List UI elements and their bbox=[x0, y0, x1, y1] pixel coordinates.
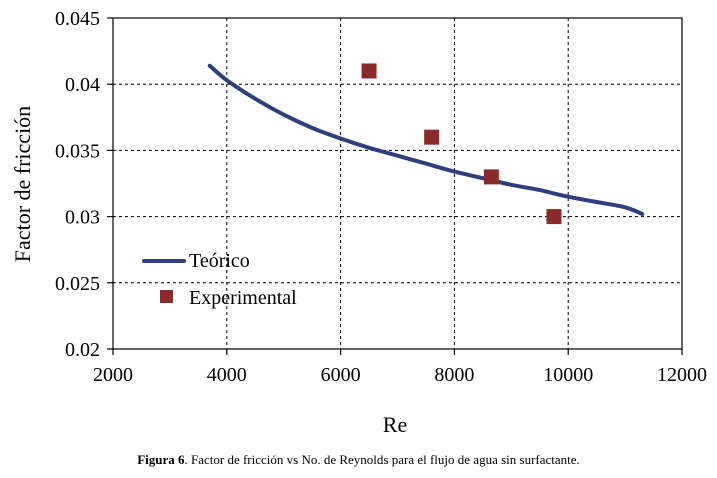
legend-label-teorico: Teórico bbox=[189, 250, 250, 272]
x-tick-label: 2000 bbox=[93, 364, 133, 386]
legend-label-experimental: Experimental bbox=[189, 287, 297, 309]
caption-label: Figura 6 bbox=[137, 452, 185, 467]
y-axis-ticks: 0.02 0.025 0.03 0.035 0.04 0.045 bbox=[55, 8, 113, 361]
x-tick-label: 6000 bbox=[321, 364, 361, 386]
x-tick-label: 12000 bbox=[657, 364, 707, 386]
y-tick-label: 0.03 bbox=[65, 207, 100, 229]
figure-caption: Figura 6. Factor de fricción vs No. de R… bbox=[0, 452, 717, 468]
grid bbox=[113, 18, 682, 349]
legend-square-marker bbox=[160, 290, 173, 303]
y-tick-label: 0.045 bbox=[55, 8, 100, 30]
x-tick-label: 4000 bbox=[207, 364, 247, 386]
series-line-teorico bbox=[207, 63, 645, 216]
x-tick-label: 10000 bbox=[543, 364, 593, 386]
y-tick-label: 0.04 bbox=[65, 74, 100, 96]
axes bbox=[112, 17, 683, 350]
y-tick-label: 0.035 bbox=[55, 140, 100, 162]
data-point-experimental bbox=[424, 129, 440, 145]
data-point-experimental bbox=[546, 209, 562, 225]
y-axis-title: Factor de fricción bbox=[10, 106, 35, 262]
x-axis-title: Re bbox=[383, 412, 407, 437]
chart: 2000 4000 6000 8000 10000 12000 0.02 0.025 0.03… bbox=[10, 8, 707, 437]
y-tick-label: 0.02 bbox=[65, 339, 100, 361]
legend: Teórico Experimental bbox=[142, 250, 297, 309]
x-tick-label: 8000 bbox=[434, 364, 474, 386]
data-point-experimental bbox=[483, 169, 499, 185]
y-tick-label: 0.025 bbox=[55, 273, 100, 295]
plot-frame bbox=[112, 17, 683, 350]
data-point-experimental bbox=[361, 63, 377, 79]
series-layer bbox=[207, 63, 645, 225]
x-axis-ticks: 2000 4000 6000 8000 10000 12000 bbox=[93, 349, 707, 386]
caption-text: . Factor de fricción vs No. de Reynolds … bbox=[184, 452, 580, 467]
